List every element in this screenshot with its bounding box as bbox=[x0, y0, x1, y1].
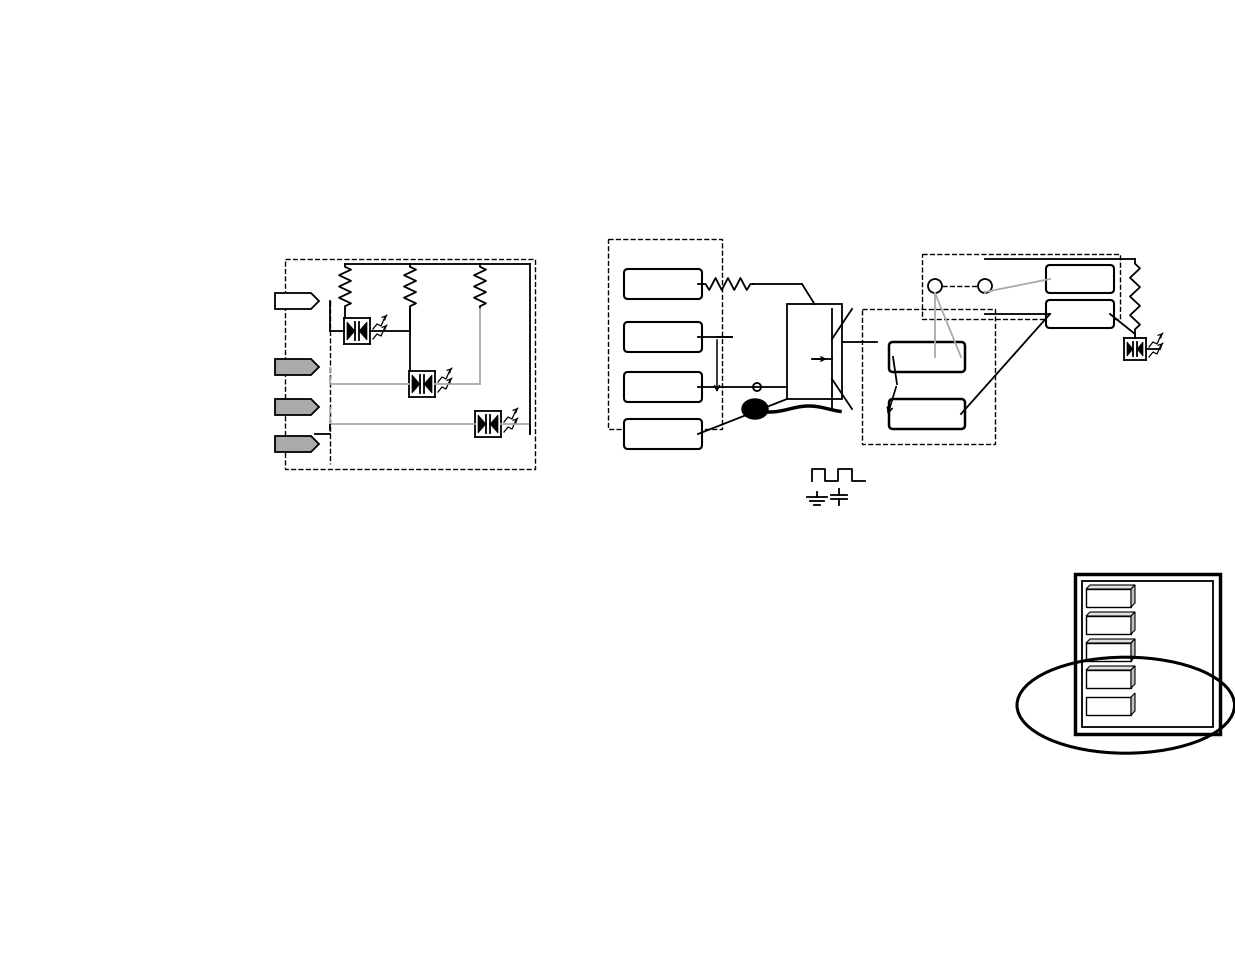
Circle shape bbox=[927, 280, 942, 294]
FancyBboxPatch shape bbox=[624, 419, 701, 450]
FancyBboxPatch shape bbox=[624, 373, 701, 402]
Bar bbox=[1082, 581, 1213, 727]
Polygon shape bbox=[359, 323, 367, 340]
Bar bbox=[1086, 698, 1131, 716]
Bar bbox=[1086, 670, 1131, 688]
Bar bbox=[1086, 589, 1131, 607]
Bar bbox=[1086, 617, 1131, 635]
Circle shape bbox=[753, 384, 761, 392]
Polygon shape bbox=[275, 294, 319, 310]
FancyBboxPatch shape bbox=[624, 270, 701, 299]
Bar bbox=[787, 305, 842, 399]
Polygon shape bbox=[275, 359, 319, 375]
Polygon shape bbox=[412, 375, 420, 394]
Polygon shape bbox=[490, 416, 498, 434]
Polygon shape bbox=[742, 399, 768, 419]
Polygon shape bbox=[1086, 613, 1135, 617]
Polygon shape bbox=[1128, 343, 1132, 356]
Polygon shape bbox=[1131, 585, 1135, 607]
FancyBboxPatch shape bbox=[889, 343, 965, 373]
Polygon shape bbox=[424, 375, 432, 394]
Polygon shape bbox=[1131, 693, 1135, 716]
FancyBboxPatch shape bbox=[1046, 301, 1114, 329]
Polygon shape bbox=[478, 416, 487, 434]
Polygon shape bbox=[347, 323, 354, 340]
Polygon shape bbox=[1086, 585, 1135, 589]
Bar bbox=[862, 310, 995, 444]
Polygon shape bbox=[1086, 639, 1135, 643]
Bar bbox=[608, 240, 722, 430]
Polygon shape bbox=[1137, 343, 1144, 356]
Polygon shape bbox=[1086, 666, 1135, 670]
Polygon shape bbox=[1131, 666, 1135, 688]
Bar bbox=[1074, 575, 1220, 734]
Polygon shape bbox=[275, 399, 319, 416]
Bar bbox=[1086, 643, 1131, 661]
Polygon shape bbox=[275, 436, 319, 453]
FancyBboxPatch shape bbox=[624, 323, 701, 353]
Circle shape bbox=[978, 280, 992, 294]
Polygon shape bbox=[1131, 639, 1135, 661]
Bar bbox=[923, 254, 1120, 319]
FancyBboxPatch shape bbox=[889, 399, 965, 430]
Bar bbox=[285, 260, 535, 470]
Polygon shape bbox=[1131, 613, 1135, 635]
FancyBboxPatch shape bbox=[1046, 266, 1114, 294]
